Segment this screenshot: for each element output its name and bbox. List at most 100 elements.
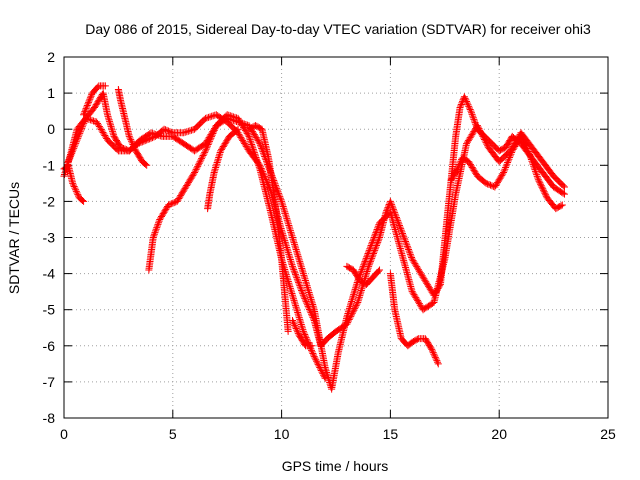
data-point — [249, 144, 257, 152]
data-point — [83, 103, 91, 111]
data-point — [308, 299, 316, 307]
data-point — [539, 186, 547, 194]
data-point — [183, 128, 191, 136]
data-point — [520, 138, 528, 146]
data-point — [286, 227, 294, 235]
data-point — [240, 138, 248, 146]
data-point — [508, 149, 516, 157]
data-point — [307, 295, 315, 303]
data-point — [456, 104, 464, 112]
data-point — [502, 162, 510, 170]
data-point — [297, 261, 305, 269]
data-point — [163, 204, 171, 212]
data-point — [78, 124, 86, 132]
data-point — [416, 269, 424, 277]
data-point — [283, 245, 291, 253]
data-point — [534, 174, 542, 182]
data-point — [411, 260, 419, 268]
data-point — [292, 272, 300, 280]
data-point — [359, 262, 367, 270]
data-point — [190, 170, 198, 178]
data-point — [362, 256, 370, 264]
data-point — [526, 152, 534, 160]
data-point — [424, 281, 432, 289]
data-point — [290, 266, 298, 274]
data-point — [239, 136, 247, 144]
data-point — [465, 135, 473, 143]
data-point — [248, 141, 256, 149]
data-point — [424, 282, 432, 290]
data-point — [296, 282, 304, 290]
y-tick-label: -3 — [43, 230, 56, 246]
data-point — [239, 122, 247, 130]
data-point — [78, 196, 86, 204]
data-point — [106, 117, 114, 125]
data-point — [211, 165, 219, 173]
data-point — [299, 270, 307, 278]
data-point — [317, 367, 325, 375]
data-point — [242, 142, 250, 150]
data-point — [218, 145, 226, 153]
data-point — [278, 197, 286, 205]
data-point — [101, 132, 109, 140]
data-point — [300, 273, 308, 281]
data-point — [504, 159, 512, 167]
data-point — [194, 162, 202, 170]
data-point — [86, 116, 94, 124]
y-tick-label: -8 — [43, 410, 56, 426]
data-point — [366, 245, 374, 253]
data-point — [524, 147, 532, 155]
data-point — [90, 104, 98, 112]
y-tick-label: -5 — [43, 302, 56, 318]
data-point — [468, 131, 476, 139]
data-point — [66, 154, 74, 162]
data-point — [292, 270, 300, 278]
data-point — [541, 189, 549, 197]
data-point — [210, 128, 218, 136]
data-point — [449, 173, 457, 181]
data-point — [223, 111, 231, 119]
data-point — [291, 269, 299, 277]
data-point — [510, 144, 518, 152]
data-point — [405, 247, 413, 255]
data-point — [183, 182, 191, 190]
data-point — [287, 228, 295, 236]
data-point — [219, 143, 227, 151]
data-point — [406, 249, 414, 257]
data-point — [238, 120, 246, 128]
data-point — [277, 196, 285, 204]
data-point — [149, 129, 157, 137]
data-point — [94, 121, 102, 129]
data-point — [452, 169, 460, 177]
data-point — [244, 131, 252, 139]
data-point — [294, 328, 302, 336]
data-point — [518, 135, 526, 143]
data-point — [298, 266, 306, 274]
data-series — [204, 125, 242, 213]
data-point — [178, 189, 186, 197]
data-point — [294, 329, 302, 337]
data-point — [86, 94, 94, 102]
data-point — [420, 275, 428, 283]
data-point — [529, 161, 537, 169]
data-point — [157, 213, 165, 221]
data-point — [483, 140, 491, 148]
data-point — [294, 252, 302, 260]
data-point — [280, 233, 288, 241]
data-point — [106, 119, 114, 127]
data-point — [351, 287, 359, 295]
data-point — [214, 155, 222, 163]
data-point — [65, 156, 73, 164]
data-point — [74, 134, 82, 142]
data-point — [472, 169, 480, 177]
data-point — [76, 129, 84, 137]
data-point — [370, 234, 378, 241]
data-point — [348, 296, 356, 304]
data-point — [532, 169, 540, 177]
data-point — [251, 150, 259, 158]
data-point — [431, 352, 439, 360]
data-point — [237, 119, 245, 127]
data-point — [469, 112, 477, 120]
data-point — [316, 363, 324, 371]
data-point — [285, 252, 293, 260]
